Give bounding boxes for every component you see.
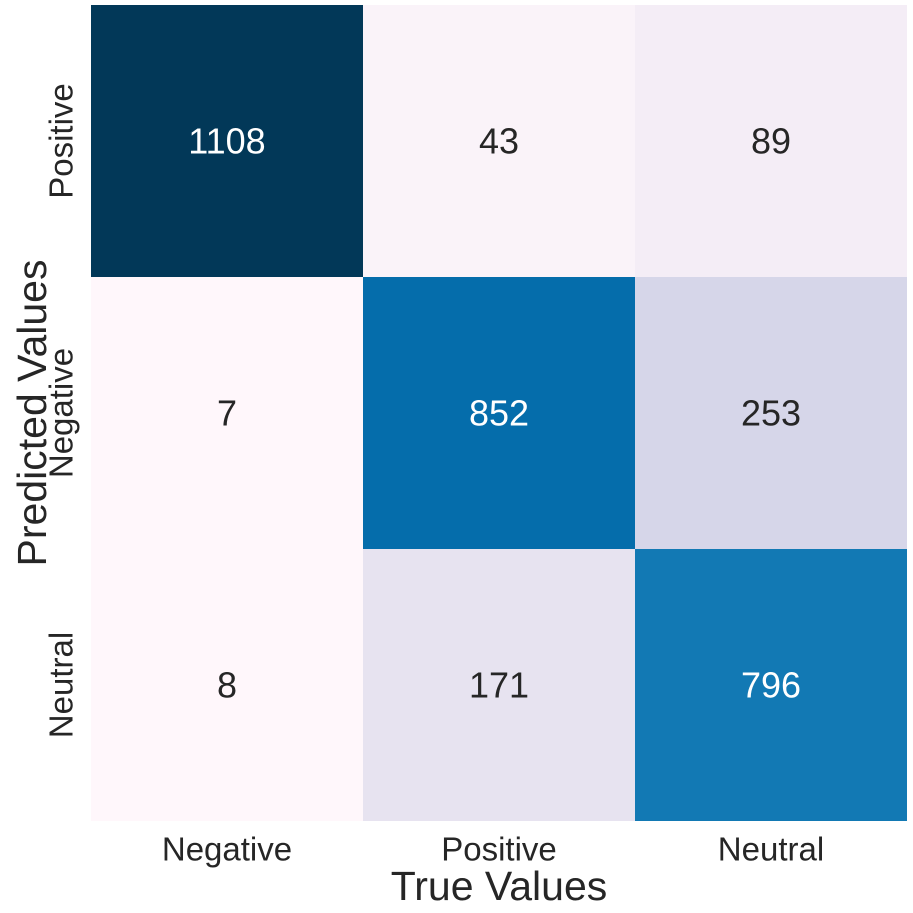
cell-value-label: 253 bbox=[741, 393, 801, 434]
cell-value-label: 1108 bbox=[188, 121, 265, 162]
heatmap-cell bbox=[91, 277, 363, 549]
cell-value-label: 89 bbox=[751, 121, 791, 162]
x-tick-labels: Negative Positive Neutral bbox=[162, 831, 824, 868]
cell-value-label: 7 bbox=[217, 393, 237, 434]
y-tick-label: Positive bbox=[43, 83, 80, 199]
x-axis-title: True Values bbox=[391, 863, 608, 909]
heatmap-cell bbox=[635, 549, 907, 821]
y-tick-label: Neutral bbox=[43, 632, 80, 738]
heatmap-cell bbox=[91, 549, 363, 821]
x-tick-label: Negative bbox=[162, 831, 292, 868]
heatmap-cell bbox=[363, 549, 635, 821]
heatmap-cell bbox=[635, 277, 907, 549]
x-tick-label: Positive bbox=[441, 831, 557, 868]
heatmap-cell bbox=[363, 5, 635, 277]
cell-value-label: 852 bbox=[469, 393, 529, 434]
y-tick-labels: Positive Negative Neutral bbox=[43, 83, 80, 738]
cell-value-label: 171 bbox=[469, 665, 529, 706]
x-tick-label: Neutral bbox=[718, 831, 824, 868]
y-axis-title: Predicted Values bbox=[9, 260, 55, 567]
heatmap-cell bbox=[635, 5, 907, 277]
heatmap-cells: 1108 43 89 7 852 253 8 171 796 bbox=[91, 5, 907, 821]
y-tick-label: Negative bbox=[43, 348, 80, 478]
cell-value-label: 796 bbox=[741, 665, 801, 706]
cell-value-label: 43 bbox=[479, 121, 519, 162]
heatmap-cell bbox=[363, 277, 635, 549]
cell-value-label: 8 bbox=[217, 665, 237, 706]
heatmap-cell bbox=[91, 5, 363, 277]
